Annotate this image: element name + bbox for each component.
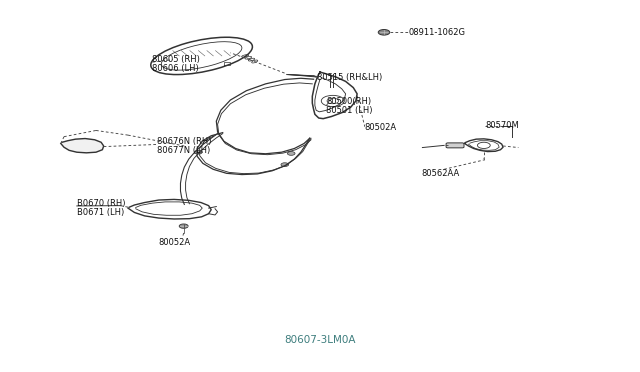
Text: 08911-1062G: 08911-1062G <box>408 28 465 37</box>
Text: 80562AA: 80562AA <box>421 170 460 179</box>
Text: 80501 (LH): 80501 (LH) <box>326 106 373 115</box>
Text: 80676N (RH): 80676N (RH) <box>157 137 211 146</box>
Text: B0670 (RH): B0670 (RH) <box>77 199 125 208</box>
Text: 80606 (LH): 80606 (LH) <box>152 64 199 73</box>
Circle shape <box>179 224 188 228</box>
Circle shape <box>378 29 390 35</box>
Text: 80677N (LH): 80677N (LH) <box>157 146 210 155</box>
Text: 80607-3LM0A: 80607-3LM0A <box>284 335 356 345</box>
Text: 80502A: 80502A <box>365 123 397 132</box>
Text: 80052A: 80052A <box>158 238 190 247</box>
Text: 80500(RH): 80500(RH) <box>326 97 372 106</box>
Text: 80515 (RH&LH): 80515 (RH&LH) <box>317 73 382 82</box>
Circle shape <box>287 151 295 155</box>
Polygon shape <box>61 138 104 153</box>
Circle shape <box>195 150 202 154</box>
Text: 80605 (RH): 80605 (RH) <box>152 55 200 64</box>
Text: 80570M: 80570M <box>485 121 519 130</box>
Text: B0671 (LH): B0671 (LH) <box>77 208 124 217</box>
FancyBboxPatch shape <box>446 143 464 148</box>
Circle shape <box>281 163 289 167</box>
